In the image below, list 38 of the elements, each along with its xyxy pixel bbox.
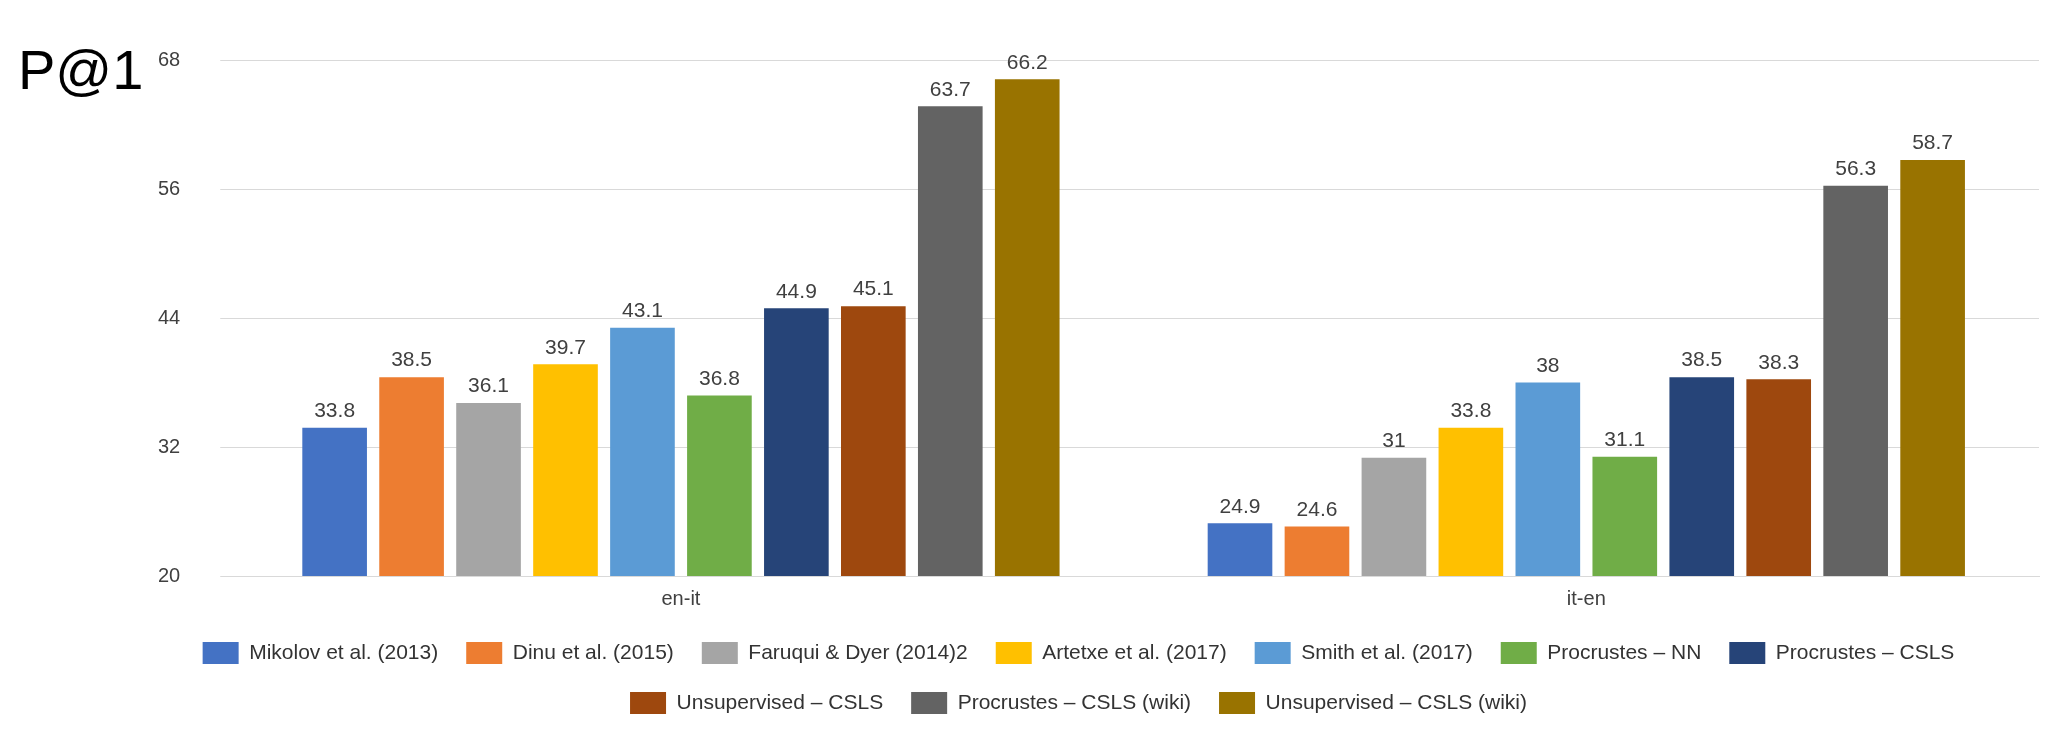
y-tick-label: 44	[158, 305, 181, 328]
data-label: 38.3	[1758, 349, 1800, 373]
data-label: 36.1	[468, 373, 509, 397]
x-tick-label: it-en	[1566, 586, 1606, 609]
legend-label: Procrustes – CSLS (wiki)	[957, 689, 1192, 713]
data-label: 33.8	[314, 397, 356, 421]
y-tick-label: 56	[158, 176, 181, 199]
legend-label: Artetxe et al. (2017)	[1042, 639, 1227, 663]
y-axis-title: P@1	[18, 38, 144, 102]
legend-label: Procrustes – NN	[1547, 639, 1702, 663]
data-label: 38.5	[1681, 347, 1723, 371]
data-label: 24.6	[1296, 496, 1338, 520]
data-label: 38.5	[391, 347, 433, 371]
legend-label: Unsupervised – CSLS (wiki)	[1265, 689, 1527, 713]
data-label: 58.7	[1912, 130, 1954, 154]
data-label: 44.9	[775, 278, 817, 302]
legend-label: Dinu et al. (2015)	[512, 639, 674, 663]
legend-label: Procrustes – CSLS	[1775, 639, 1955, 663]
data-label: 66.2	[1006, 49, 1048, 73]
y-tick-label: 20	[158, 563, 181, 586]
data-label: 43.1	[622, 297, 663, 321]
y-tick-label: 68	[158, 47, 181, 70]
data-label: 31.1	[1604, 426, 1646, 450]
y-tick-label: 32	[158, 434, 181, 457]
data-label: 56.3	[1835, 156, 1877, 180]
legend-label: Unsupervised – CSLS	[676, 689, 884, 713]
data-label: 63.7	[929, 76, 971, 100]
data-label: 39.7	[545, 334, 586, 358]
data-label: 45.1	[852, 276, 894, 300]
data-label: 24.9	[1219, 493, 1261, 517]
data-label: 31	[1382, 428, 1406, 452]
data-label: 38	[1536, 352, 1560, 376]
data-label: 36.8	[698, 365, 740, 389]
data-label: 33.8	[1450, 397, 1492, 421]
legend-label: Faruqui & Dyer (2014)2	[748, 639, 968, 663]
x-tick-label: en-it	[661, 586, 701, 609]
legend-label: Mikolov et al. (2013)	[249, 639, 439, 663]
legend-label: Smith et al. (2017)	[1301, 639, 1473, 663]
